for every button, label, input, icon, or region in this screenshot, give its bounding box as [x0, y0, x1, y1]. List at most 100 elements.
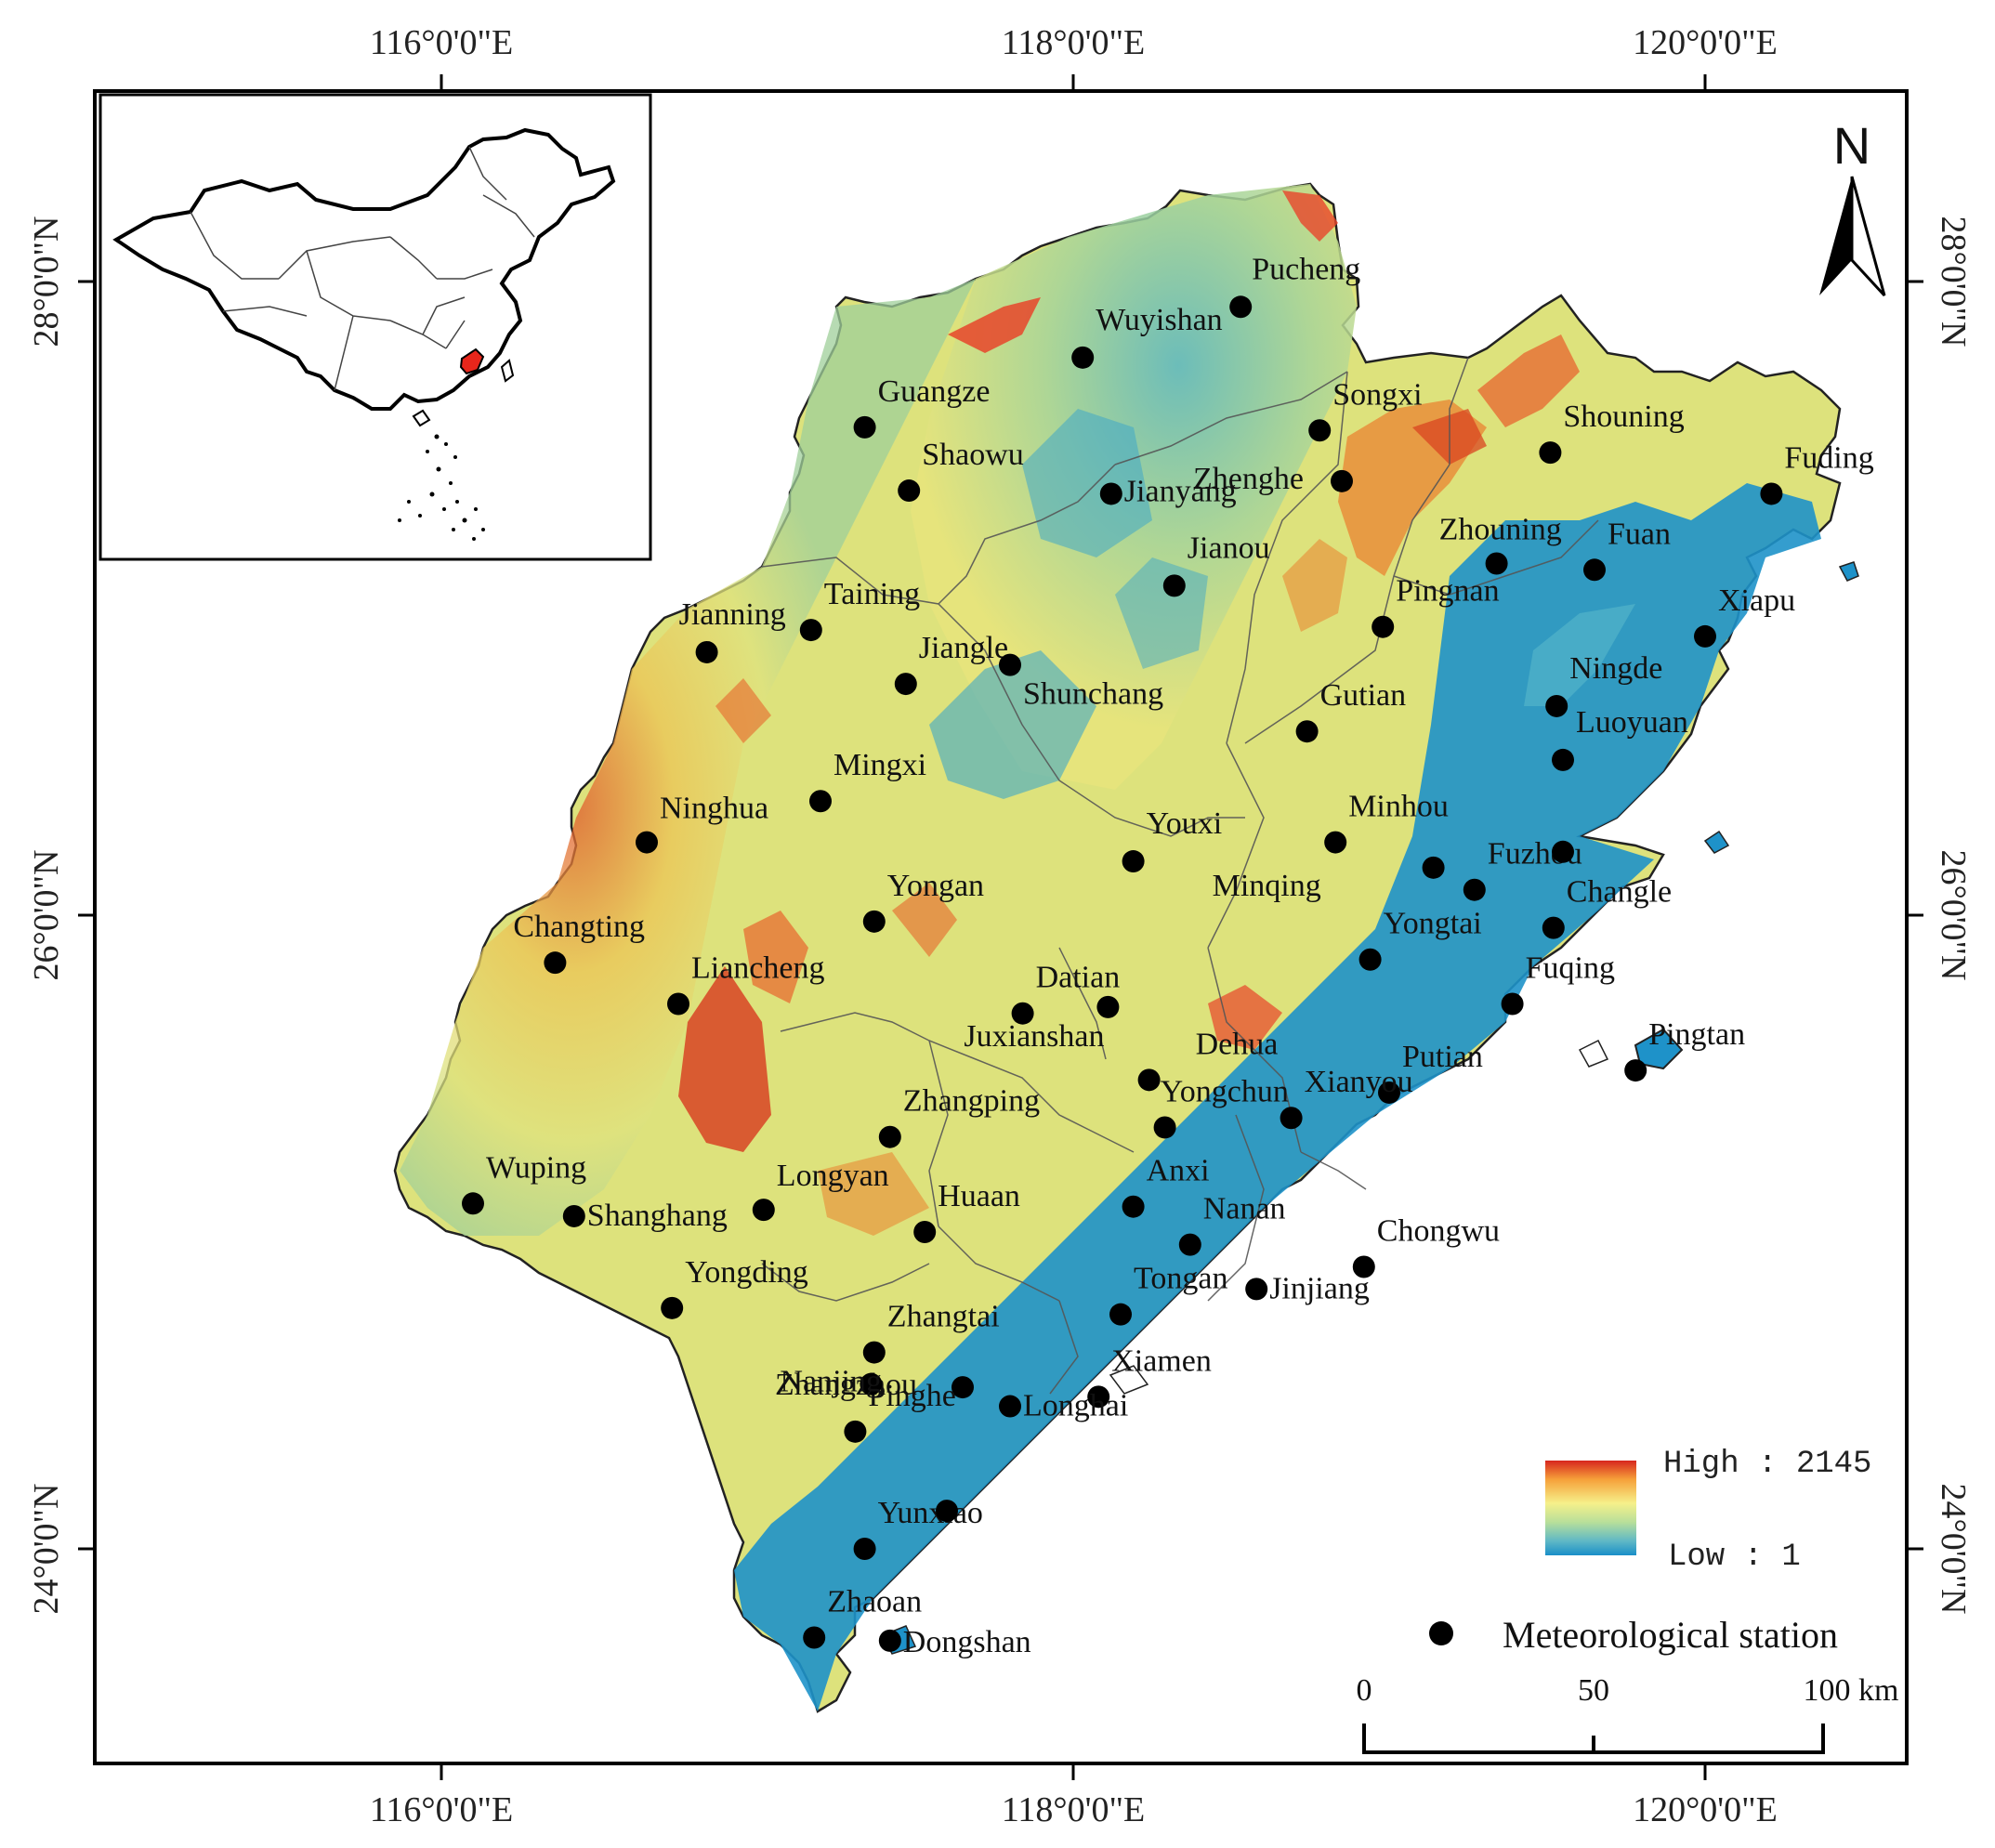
station-marker [1229, 295, 1253, 319]
station-marker [1122, 1195, 1145, 1218]
station-marker [1378, 1081, 1400, 1104]
station-marker [936, 1500, 958, 1523]
station-label: Zhangtai [887, 1300, 1000, 1334]
station-marker [803, 1626, 826, 1649]
station-marker [844, 1420, 867, 1443]
station-label: Pingnan [1396, 574, 1499, 609]
station-marker [853, 1538, 876, 1560]
station-marker [1501, 992, 1524, 1016]
station-marker [878, 1125, 901, 1148]
top-lon-label-3: 120°0'0"E [1633, 23, 1778, 62]
station-label: Dehua [1196, 1027, 1279, 1061]
station-label: Xianyou [1305, 1065, 1413, 1099]
station-label: Guangze [878, 374, 991, 409]
station-label: Wuping [486, 1150, 586, 1185]
right-lat-label-2: 26°0'0"N [1934, 850, 1973, 981]
scale-bar: 0 50 100 km [1357, 1673, 1899, 1754]
station-marker [1552, 840, 1574, 863]
station-label: Jinjiang [1269, 1271, 1370, 1305]
station-marker [952, 1376, 974, 1399]
top-lon-label-1: 116°0'0"E [370, 23, 513, 62]
station-label: Datian [1036, 961, 1121, 995]
graticule-ticks [78, 74, 1923, 1780]
left-lat-label-1: 28°0'0"N [27, 216, 66, 347]
station-label: Shaowu [922, 438, 1024, 472]
station-label: Fuding [1784, 440, 1873, 475]
station-label: Xiapu [1718, 583, 1795, 618]
station-label: Yongchun [1161, 1074, 1289, 1108]
station-marker [799, 619, 822, 642]
station-marker [1352, 1255, 1375, 1278]
station-marker [1485, 552, 1508, 575]
station-marker [1099, 482, 1122, 505]
station-label: Mingxi [833, 748, 926, 782]
station-marker [562, 1204, 585, 1227]
station-marker [1178, 1233, 1201, 1256]
station-label: Jianning [679, 597, 786, 632]
station-label: Huaan [938, 1179, 1020, 1213]
station-label: Gutian [1320, 678, 1407, 713]
legend-low-label: Low : 1 [1668, 1540, 1801, 1575]
station-marker [853, 415, 876, 439]
station-marker [1694, 624, 1716, 648]
station-label: Zhaoan [827, 1584, 922, 1619]
station-label: Shouning [1563, 400, 1684, 434]
station-label: Anxi [1147, 1154, 1210, 1188]
station-label: Longyan [777, 1159, 889, 1193]
station-label: Nanan [1203, 1192, 1286, 1226]
station-marker [999, 1395, 1021, 1418]
station-label: Jianou [1188, 531, 1270, 565]
station-marker [1358, 948, 1382, 971]
station-marker [1153, 1116, 1176, 1139]
bottom-lon-label-2: 118°0'0"E [1002, 1790, 1145, 1829]
station-marker [752, 1199, 775, 1222]
station-marker [1372, 615, 1395, 638]
station-label: Juxianshan [964, 1019, 1104, 1054]
station-marker [462, 1192, 484, 1215]
station-label: Tongan [1134, 1262, 1228, 1296]
station-marker [1324, 831, 1347, 854]
station-marker [862, 1341, 886, 1364]
station-label: Songxi [1332, 377, 1422, 412]
station-label: Changle [1567, 875, 1672, 910]
station-label: Shunchang [1023, 677, 1163, 712]
station-marker [695, 640, 718, 663]
station-label: Liancheng [691, 950, 825, 985]
scale-label-50: 50 [1578, 1673, 1609, 1708]
station-marker [1096, 995, 1120, 1018]
bottom-lon-label-1: 116°0'0"E [370, 1790, 513, 1829]
station-label: Fuqing [1526, 950, 1615, 985]
station-marker [1245, 1278, 1268, 1301]
station-label: Yongding [685, 1255, 808, 1290]
station-label: Dongshan [903, 1625, 1031, 1659]
scale-label-0: 0 [1357, 1673, 1372, 1708]
legend-station-label: Meteorological station [1503, 1614, 1838, 1656]
right-lat-label-1: 28°0'0"N [1934, 216, 1973, 347]
station-marker [1087, 1385, 1110, 1409]
station-label: Jiangle [919, 631, 1008, 665]
station-label: Zhouning [1439, 512, 1562, 546]
scale-label-100: 100 km [1804, 1673, 1899, 1708]
left-lat-label-2: 26°0'0"N [27, 850, 66, 981]
station-label: Nanjing [780, 1365, 882, 1399]
station-label: Fuan [1608, 517, 1671, 551]
station-marker [1122, 850, 1145, 873]
station-marker [809, 790, 832, 813]
station-marker [913, 1221, 937, 1243]
legend-station-marker [1429, 1621, 1453, 1645]
station-marker [862, 910, 886, 933]
station-marker [1422, 856, 1445, 879]
station-label: Jianyang [1124, 474, 1237, 508]
station-label: Pinghe [868, 1379, 955, 1413]
right-lat-label-3: 24°0'0"N [1934, 1484, 1973, 1615]
station-marker [1539, 441, 1562, 465]
station-marker [898, 479, 921, 503]
station-label: Zhangping [903, 1084, 1040, 1119]
station-marker [1545, 694, 1568, 717]
station-marker [1071, 346, 1095, 369]
station-marker [1280, 1107, 1303, 1130]
station-label: Yunxiao [878, 1496, 983, 1530]
station-marker [544, 951, 567, 975]
inset-china-map [98, 93, 652, 561]
